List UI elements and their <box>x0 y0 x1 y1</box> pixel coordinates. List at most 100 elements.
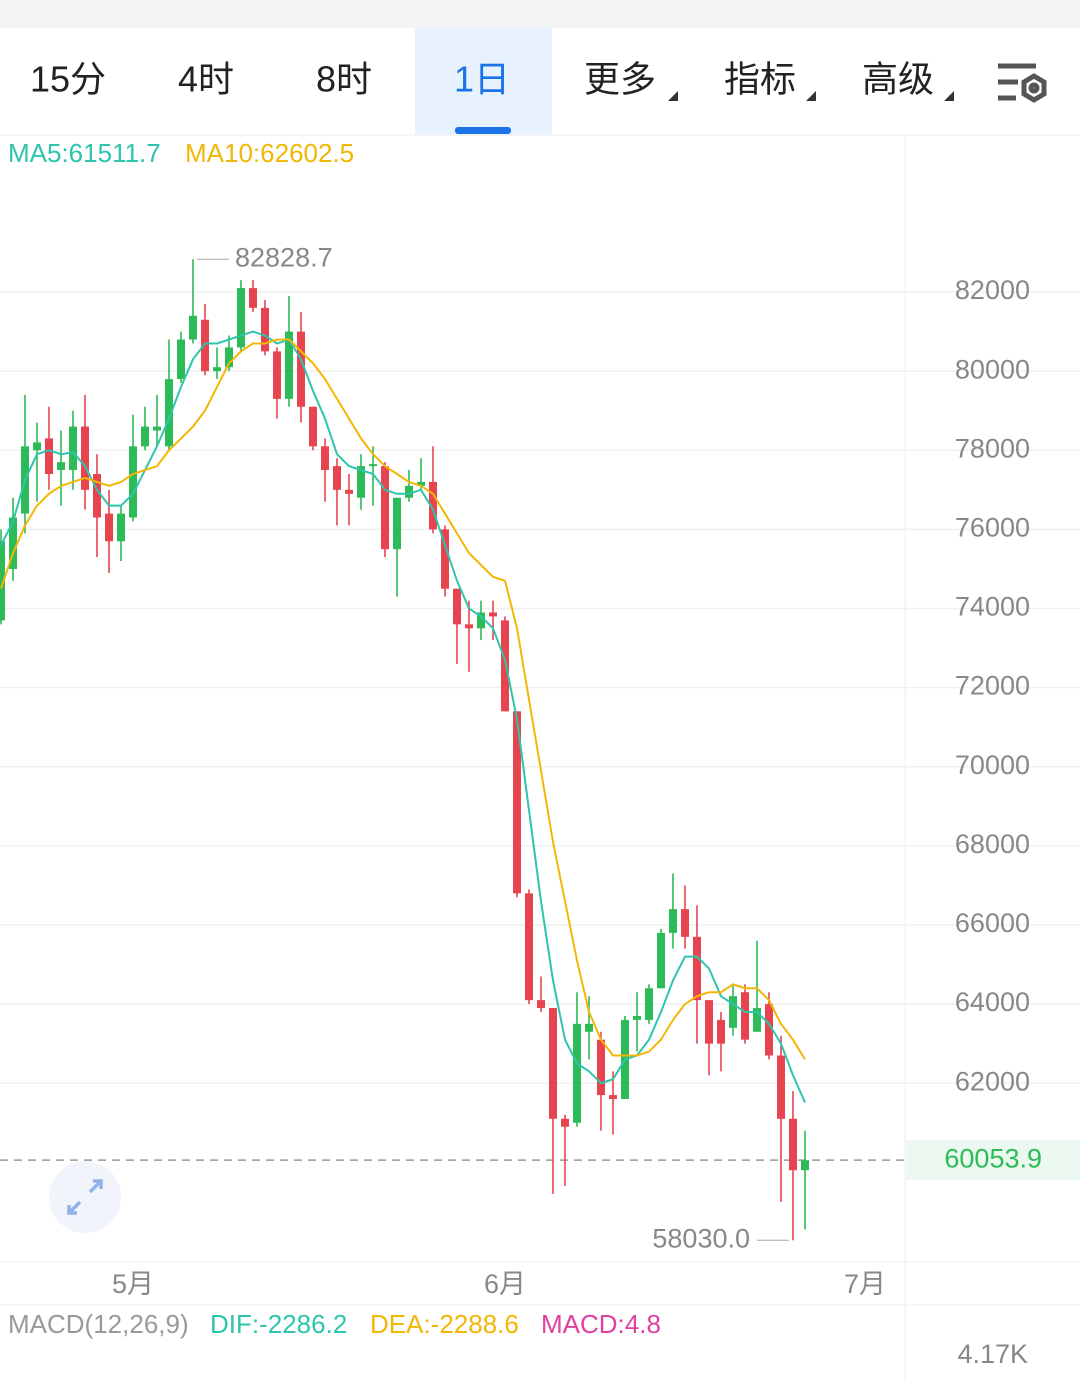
ma-legend: MA10:62602.5 <box>185 138 354 168</box>
candle-body <box>165 379 173 447</box>
candle-body <box>561 1118 569 1127</box>
candle-body <box>525 893 533 1001</box>
tab[interactable]: 1日 <box>454 59 510 100</box>
candle-body <box>57 462 65 471</box>
candle-body <box>393 497 401 550</box>
dropdown-arrows <box>668 91 954 101</box>
candle-body <box>345 489 353 494</box>
candle-body <box>177 339 185 380</box>
candle-body <box>705 1000 713 1044</box>
candle-body <box>309 406 317 447</box>
y-tick-label: 62000 <box>955 1066 1030 1096</box>
candle-body <box>141 426 149 447</box>
candle-body <box>489 612 497 617</box>
y-tick-label: 76000 <box>955 513 1030 543</box>
tab[interactable]: 高级 <box>862 59 934 100</box>
macd-value: MACD:4.8 <box>541 1309 661 1339</box>
candle-body <box>213 367 221 372</box>
candle-body <box>465 624 473 629</box>
macd-title: MACD(12,26,9) <box>8 1309 189 1339</box>
candle-body <box>717 1019 725 1044</box>
candle-body <box>693 936 701 1001</box>
candle-body <box>153 426 161 431</box>
candle-body <box>321 446 329 471</box>
candle-body <box>0 541 5 621</box>
y-tick-label: 74000 <box>955 592 1030 622</box>
candle-body <box>249 288 257 308</box>
candle-body <box>105 513 113 542</box>
candle-body <box>225 347 233 368</box>
tab[interactable]: 指标 <box>724 59 796 100</box>
candle-body <box>405 485 413 498</box>
y-tick-label: 70000 <box>955 750 1030 780</box>
tab[interactable]: 4时 <box>178 59 234 100</box>
candle-body <box>729 996 737 1028</box>
candle-body <box>777 1055 785 1119</box>
candle-body <box>549 1008 557 1119</box>
candle-body <box>429 481 437 530</box>
last-price-label: 60053.9 <box>944 1143 1042 1173</box>
candle-body <box>573 1023 581 1123</box>
ma-line <box>0 330 806 1103</box>
y-tick-label: 68000 <box>955 829 1030 859</box>
active-tab-underline <box>455 127 511 134</box>
candle-body <box>261 307 269 352</box>
plot <box>0 259 809 1241</box>
expand-button[interactable] <box>49 1161 121 1233</box>
tab[interactable]: 8时 <box>316 59 372 100</box>
top-band <box>0 0 1080 28</box>
y-tick-label: 80000 <box>955 354 1030 384</box>
candle-body <box>369 464 377 467</box>
macd-axis-label: 4.17K <box>957 1339 1028 1369</box>
candle-body <box>501 620 509 712</box>
candle-body <box>765 1004 773 1056</box>
last-price-box <box>906 1140 1080 1181</box>
y-tick-label: 66000 <box>955 908 1030 938</box>
macd-dea: DEA:-2288.6 <box>370 1309 519 1339</box>
candle-body <box>333 466 341 490</box>
candle-body <box>117 513 125 542</box>
min-annotation: 58030.0 <box>652 1223 750 1253</box>
candle-body <box>201 319 209 372</box>
candle-body <box>69 426 77 471</box>
candle-body <box>801 1160 809 1171</box>
candle-body <box>753 1008 761 1032</box>
candle-body <box>189 315 197 340</box>
candle-body <box>513 711 521 894</box>
candle-body <box>81 426 89 490</box>
x-tick-label: 7月 <box>844 1269 886 1299</box>
candle-body <box>741 992 749 1040</box>
candle-body <box>609 1095 617 1100</box>
candle-body <box>597 1039 605 1096</box>
candle-body <box>681 909 689 937</box>
candle-body <box>417 481 425 486</box>
ma-line <box>0 338 806 1060</box>
candle-body <box>657 932 665 989</box>
x-tick-label: 5月 <box>112 1269 154 1299</box>
tab[interactable]: 更多 <box>584 59 656 100</box>
grid: 62000 64000 66000 68000 70000 72000 74000 76000… <box>0 275 1080 1299</box>
y-tick-label: 78000 <box>955 433 1030 463</box>
candle-body <box>669 909 677 933</box>
tab[interactable]: 15分 <box>30 59 106 100</box>
active-tab-bg <box>415 28 552 135</box>
candle-body <box>93 474 101 518</box>
candle-body <box>789 1118 797 1171</box>
settings-icon[interactable] <box>998 63 1047 103</box>
candle-body <box>453 588 461 625</box>
y-tick-label: 72000 <box>955 671 1030 701</box>
candle-body <box>537 1000 545 1009</box>
candle-body <box>645 988 653 1020</box>
candle-body <box>285 331 293 399</box>
ma-legend: MA5:61511.7 <box>8 138 161 168</box>
candle-body <box>129 446 137 518</box>
candle-body <box>297 331 305 407</box>
max-annotation: 82828.7 <box>235 242 333 272</box>
candle-body <box>633 1015 641 1020</box>
x-tick-label: 6月 <box>484 1269 526 1299</box>
candle-body <box>237 288 245 348</box>
candle-body <box>273 351 281 399</box>
candle-body <box>381 466 389 550</box>
